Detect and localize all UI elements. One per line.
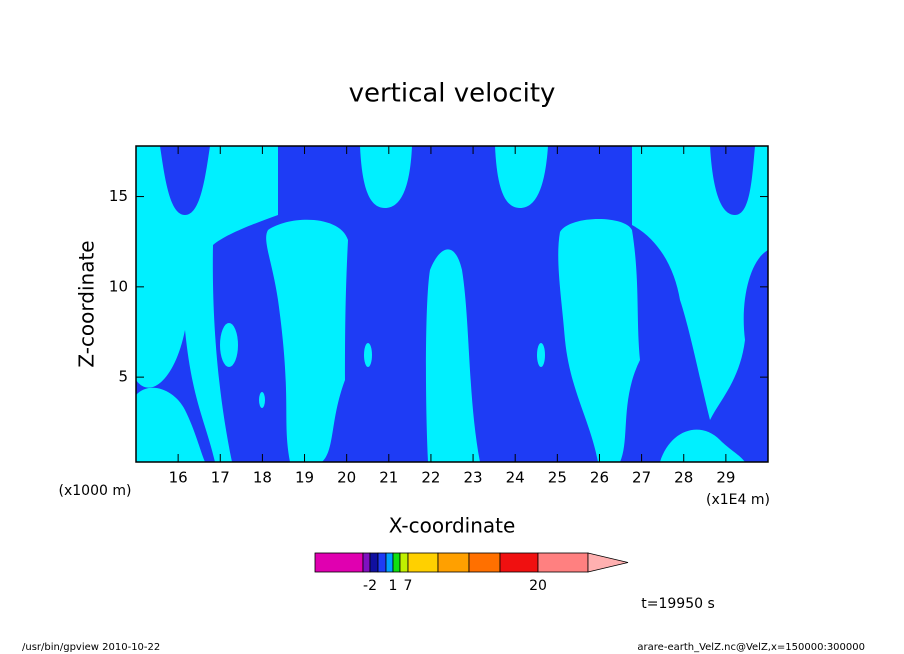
colorbar-arrow: [587, 552, 629, 573]
colorbar-label: 1: [389, 578, 398, 594]
colorbar-box: [362, 552, 371, 573]
colorbar-box: [385, 552, 394, 573]
colorbar-box: [314, 552, 364, 573]
x-axis-label: X-coordinate: [389, 514, 516, 538]
x-tick-label: 23: [464, 469, 483, 487]
x-tick-label: 26: [590, 469, 609, 487]
x-tick-label: 29: [716, 469, 735, 487]
y-axis-label: Z-coordinate: [75, 240, 99, 367]
x-tick-label: 16: [169, 469, 188, 487]
x-tick-label: 19: [295, 469, 314, 487]
colorbar-box: [437, 552, 470, 573]
y-tick-label: 15: [109, 187, 128, 205]
colorbar-box: [537, 552, 589, 573]
colorbar-box: [399, 552, 409, 573]
x-tick-label: 25: [548, 469, 567, 487]
contour-fill: [136, 146, 768, 462]
x-unit-label: (x1E4 m): [706, 492, 770, 508]
plot-frame: [135, 145, 769, 463]
y-tick-label: 10: [109, 277, 128, 295]
colorbar-box: [377, 552, 387, 573]
x-tick-label: 24: [506, 469, 525, 487]
x-tick-label: 21: [379, 469, 398, 487]
colorbar-box: [369, 552, 379, 573]
colorbar-label: 20: [529, 578, 547, 594]
x-unit-label: (x1000 m): [59, 483, 132, 499]
time-label: t=19950 s: [641, 596, 715, 612]
colorbar-box: [392, 552, 401, 573]
x-tick-label: 18: [253, 469, 272, 487]
colorbar-label: -2: [363, 578, 377, 594]
footer: arare-earth_VelZ.nc@VelZ,x=150000:300000: [637, 642, 865, 653]
y-tick-label: 5: [118, 368, 128, 386]
x-tick-label: 22: [421, 469, 440, 487]
colorbar-box: [407, 552, 439, 573]
x-tick-label: 28: [674, 469, 693, 487]
footer: /usr/bin/gpview 2010-10-22: [22, 642, 160, 653]
x-tick-label: 17: [211, 469, 230, 487]
colorbar-box: [468, 552, 501, 573]
colorbar-label: 7: [404, 578, 413, 594]
x-tick-label: 20: [337, 469, 356, 487]
colorbar-box: [499, 552, 539, 573]
x-tick-label: 27: [632, 469, 651, 487]
chart-title: vertical velocity: [349, 79, 556, 109]
contour-field: [135, 145, 769, 463]
